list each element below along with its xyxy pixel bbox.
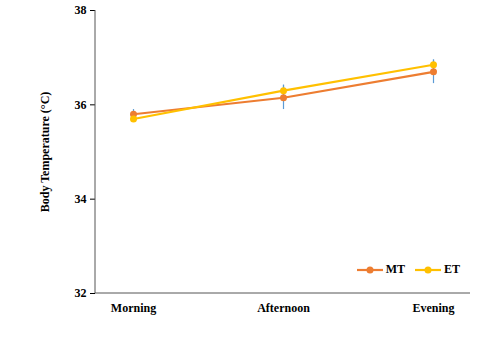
svg-text:32: 32 [75,286,87,300]
svg-text:Morning: Morning [111,301,156,315]
svg-text:38: 38 [75,3,87,17]
svg-text:Body Temperature (°C): Body Temperature (°C) [38,92,52,213]
svg-text:36: 36 [75,98,87,112]
svg-text:34: 34 [75,192,87,206]
svg-text:Evening: Evening [412,301,454,315]
html-text:MT: MT [385,262,405,276]
svg-text:Afternoon: Afternoon [257,301,310,315]
html-text:ET: ET [444,262,460,276]
